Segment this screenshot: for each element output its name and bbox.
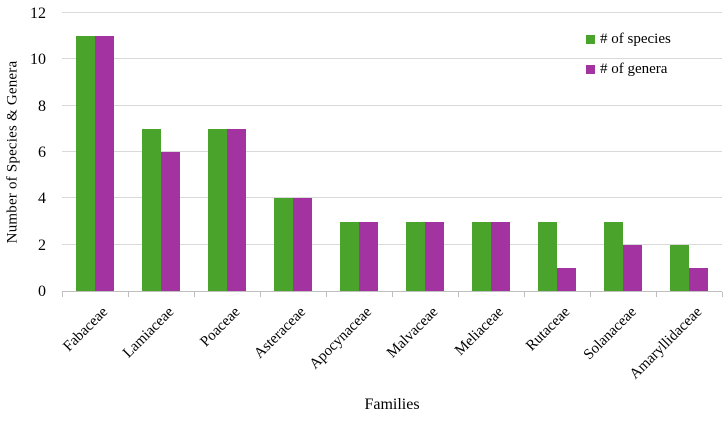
x-axis-tick-mark bbox=[656, 292, 657, 297]
bar-of-genera-poaceae bbox=[227, 128, 246, 291]
legend-item-genera: # of genera bbox=[586, 61, 671, 78]
bar-of-genera-asteraceae bbox=[293, 198, 312, 291]
bar-of-species-amaryllidaceae bbox=[670, 244, 689, 291]
bar-of-species-fabaceae bbox=[76, 36, 95, 291]
gridline-2 bbox=[62, 243, 722, 245]
bar-of-genera-apocynaceae bbox=[359, 221, 378, 291]
y-tick-label-6: 6 bbox=[38, 144, 46, 161]
genera-legend-swatch-icon bbox=[586, 65, 595, 74]
y-tick-label-8: 8 bbox=[38, 97, 46, 115]
legend-item-species: # of species bbox=[586, 31, 671, 48]
y-tick-label-12: 12 bbox=[30, 5, 46, 22]
gridline-12 bbox=[62, 12, 722, 13]
bar-of-species-rutaceae bbox=[538, 221, 557, 291]
bar-of-genera-meliaceae bbox=[491, 221, 510, 291]
bar-of-species-asteraceae bbox=[274, 198, 293, 291]
x-category-label-poaceae: Poaceae bbox=[197, 304, 244, 351]
gridline-10 bbox=[62, 58, 722, 60]
x-axis-tick-mark bbox=[392, 292, 393, 297]
gridline-8 bbox=[62, 104, 722, 106]
bar-of-genera-solanaceae bbox=[623, 244, 642, 291]
legend: # of species # of genera bbox=[586, 31, 671, 91]
bar-of-genera-lamiaceae bbox=[161, 152, 180, 291]
bar-of-genera-amaryllidaceae bbox=[689, 267, 708, 291]
y-tick-label-2: 2 bbox=[38, 236, 46, 254]
x-axis-tick-mark bbox=[62, 292, 63, 297]
gridline-4 bbox=[62, 197, 722, 199]
x-category-label-meliaceae: Meliaceae bbox=[452, 304, 508, 359]
x-category-label-asteraceae: Asteraceae bbox=[251, 304, 310, 362]
bar-of-species-meliaceae bbox=[472, 221, 491, 291]
y-tick-label-0: 0 bbox=[38, 283, 46, 300]
species-legend-swatch-icon bbox=[586, 35, 595, 44]
x-axis-tick-mark bbox=[194, 292, 195, 297]
x-category-label-apocynaceae: Apocynaceae bbox=[306, 304, 376, 373]
x-category-label-lamiaceae: Lamiaceae bbox=[120, 304, 178, 362]
x-axis-tick-mark bbox=[458, 292, 459, 297]
x-axis-tick-mark bbox=[260, 292, 261, 297]
legend-label-species: # of species bbox=[600, 31, 671, 47]
y-tick-label-4: 4 bbox=[38, 190, 46, 208]
x-axis-tick-mark bbox=[722, 292, 723, 297]
x-axis-tick-mark bbox=[524, 292, 525, 297]
x-category-label-rutaceae: Rutaceae bbox=[523, 304, 574, 355]
x-category-label-solanaceae: Solanaceae bbox=[580, 304, 640, 364]
gridline-6 bbox=[62, 151, 722, 152]
bar-of-genera-rutaceae bbox=[557, 267, 576, 291]
bar-of-genera-malvaceae bbox=[425, 221, 444, 291]
y-tick-label-10: 10 bbox=[30, 51, 46, 69]
bar-of-species-poaceae bbox=[208, 128, 227, 291]
legend-label-genera: # of genera bbox=[600, 61, 668, 77]
x-axis-title: Families bbox=[364, 396, 420, 413]
bar-of-species-solanaceae bbox=[604, 221, 623, 291]
bar-of-species-lamiaceae bbox=[142, 128, 161, 291]
bar-of-genera-fabaceae bbox=[95, 36, 114, 291]
x-axis-tick-mark bbox=[128, 292, 129, 297]
x-category-label-malvaceae: Malvaceae bbox=[384, 304, 442, 362]
bar-of-species-malvaceae bbox=[406, 221, 425, 291]
x-category-label-fabaceae: Fabaceae bbox=[60, 304, 112, 355]
plot-area: # of species # of genera bbox=[62, 12, 722, 292]
x-axis-tick-mark bbox=[326, 292, 327, 297]
x-axis-tick-mark bbox=[590, 292, 591, 297]
bar-of-species-apocynaceae bbox=[340, 221, 359, 291]
